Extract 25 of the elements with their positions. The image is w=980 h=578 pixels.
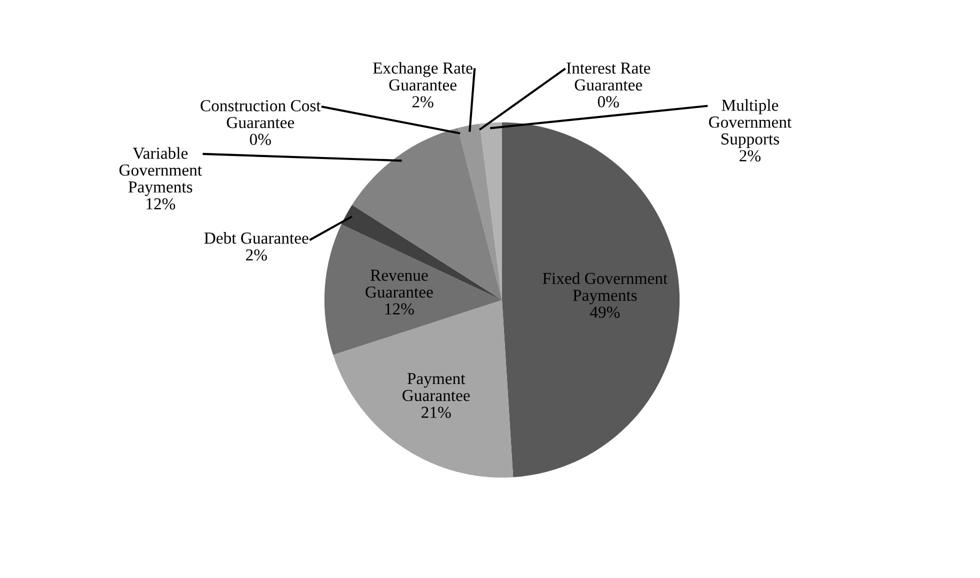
slice-label: Exchange Rate Guarantee <box>373 62 472 91</box>
data-label: 2% <box>740 150 761 162</box>
data-label: 12% <box>146 198 176 210</box>
category-label: Interest Rate Guarantee <box>566 62 650 91</box>
text: 0% <box>598 96 619 108</box>
pie-slice <box>480 122 502 300</box>
data-label: 21% <box>422 406 451 418</box>
text: 0% <box>250 134 271 146</box>
pie-slice <box>324 224 502 355</box>
data-label: 2% <box>246 249 267 261</box>
pie-slice <box>341 204 502 300</box>
pie-slice <box>502 122 680 478</box>
slice-label: Fixed Government Payments <box>542 272 668 304</box>
slice-label: Variable Government Payments <box>119 147 202 196</box>
data-label: 49% <box>590 306 620 318</box>
pie-slice <box>333 300 514 478</box>
slice-label: Revenue Guarantee <box>366 270 433 298</box>
data-label: 2% <box>412 96 434 108</box>
slice-label: Payment Guarantee <box>402 373 470 402</box>
slice-label: Debt Guarantee <box>204 232 308 244</box>
pie-slice <box>352 128 502 300</box>
category-label: Construction Cost Guarantee <box>200 100 321 128</box>
slice-label: Multiple Government Supports <box>709 99 792 148</box>
pie-slice <box>458 124 502 300</box>
data-label: 12% <box>385 303 414 315</box>
